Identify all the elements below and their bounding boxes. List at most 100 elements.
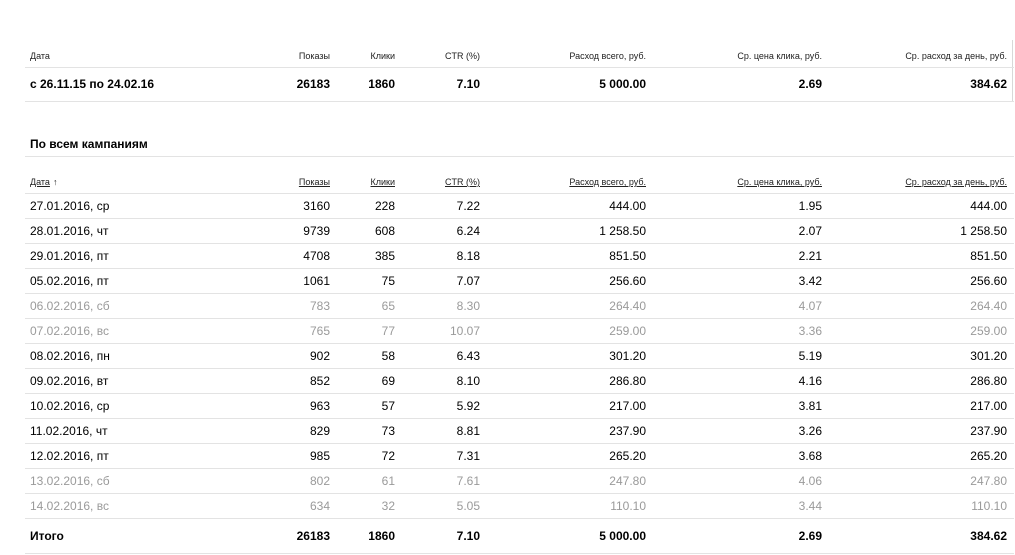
row-date: 06.02.2016, сб — [30, 299, 110, 313]
total-avg-daily: 384.62 — [970, 529, 1007, 543]
row-shows: 1061 — [303, 274, 330, 288]
row-shows: 852 — [309, 374, 330, 388]
daily-header-row: Дата ↑ Показы Клики CTR (%) Расход всего,… — [25, 172, 1014, 194]
row-ctr: 8.10 — [456, 374, 480, 388]
row-avg-cpc: 1.95 — [798, 199, 822, 213]
row-avg-daily: 444.00 — [970, 199, 1007, 213]
row-clicks: 65 — [381, 299, 395, 313]
table-row: 28.01.2016, чт 9739 608 6.24 1 258.50 2.07 1 2… — [25, 219, 1014, 244]
summary-table: Дата Показы Клики CTR (%) Расход всего, … — [25, 46, 1014, 102]
row-avg-cpc: 3.81 — [798, 399, 822, 413]
row-ctr: 6.43 — [456, 349, 480, 363]
total-avg-cpc: 2.69 — [798, 529, 822, 543]
row-avg-daily: 259.00 — [970, 324, 1007, 338]
row-spend: 217.00 — [609, 399, 646, 413]
table-row: 29.01.2016, пт 4708 385 8.18 851.50 2.21 851.5… — [25, 244, 1014, 269]
row-ctr: 8.81 — [456, 424, 480, 438]
row-date: 28.01.2016, чт — [30, 224, 109, 238]
row-avg-cpc: 2.07 — [798, 224, 822, 238]
row-spend: 247.80 — [609, 474, 646, 488]
row-ctr: 8.30 — [456, 299, 480, 313]
col-header-clicks: Клики — [370, 51, 396, 61]
col-header-date: Дата — [30, 51, 50, 61]
row-avg-cpc: 3.42 — [798, 274, 822, 288]
row-clicks: 58 — [381, 349, 395, 363]
row-date: 05.02.2016, пт — [30, 274, 109, 288]
row-spend: 264.40 — [609, 299, 646, 313]
row-spend: 237.90 — [609, 424, 646, 438]
total-ctr: 7.10 — [456, 529, 480, 543]
summary-shows: 26183 — [296, 77, 330, 91]
row-shows: 902 — [309, 349, 330, 363]
table-row: 08.02.2016, пн 902 58 6.43 301.20 5.19 301.20 — [25, 344, 1014, 369]
row-ctr: 7.22 — [456, 199, 480, 213]
row-avg-daily: 247.80 — [970, 474, 1007, 488]
table-row: 14.02.2016, вс 634 32 5.05 110.10 3.44 110.10 — [25, 494, 1014, 519]
row-spend: 256.60 — [609, 274, 646, 288]
row-clicks: 72 — [381, 449, 395, 463]
row-avg-daily: 851.50 — [970, 249, 1007, 263]
row-avg-daily: 217.00 — [970, 399, 1007, 413]
sort-ascending-icon: ↑ — [52, 177, 58, 187]
row-spend: 444.00 — [609, 199, 646, 213]
row-ctr: 10.07 — [449, 324, 480, 338]
sort-by-date-link[interactable]: Дата ↑ — [30, 172, 57, 192]
daily-rows: 27.01.2016, ср 3160 228 7.22 444.00 1.95 444.0… — [25, 194, 1014, 519]
summary-avg-cpc: 2.69 — [798, 77, 822, 91]
row-clicks: 73 — [381, 424, 395, 438]
row-ctr: 7.07 — [456, 274, 480, 288]
row-shows: 985 — [309, 449, 330, 463]
row-avg-cpc: 5.19 — [798, 349, 822, 363]
table-row: 12.02.2016, пт 985 72 7.31 265.20 3.68 265.20 — [25, 444, 1014, 469]
row-shows: 963 — [309, 399, 330, 413]
total-spend: 5 000.00 — [599, 529, 646, 543]
row-ctr: 5.05 — [456, 499, 480, 513]
row-spend: 286.80 — [609, 374, 646, 388]
row-shows: 829 — [309, 424, 330, 438]
row-avg-cpc: 4.06 — [798, 474, 822, 488]
row-shows: 634 — [309, 499, 330, 513]
summary-spend: 5 000.00 — [599, 77, 646, 91]
row-spend: 259.00 — [609, 324, 646, 338]
row-avg-cpc: 3.44 — [798, 499, 822, 513]
row-clicks: 61 — [381, 474, 395, 488]
sort-by-spend-link[interactable]: Расход всего, руб. — [569, 177, 646, 187]
row-avg-daily: 110.10 — [971, 499, 1007, 513]
row-ctr: 7.61 — [456, 474, 480, 488]
summary-period: с 26.11.15 по 24.02.16 — [30, 77, 155, 91]
row-ctr: 7.31 — [456, 449, 480, 463]
row-clicks: 75 — [381, 274, 395, 288]
row-clicks: 228 — [374, 199, 395, 213]
sort-by-shows-link[interactable]: Показы — [298, 177, 330, 187]
row-ctr: 8.18 — [456, 249, 480, 263]
row-spend: 110.10 — [610, 499, 646, 513]
row-avg-cpc: 3.68 — [798, 449, 822, 463]
summary-ctr: 7.10 — [456, 77, 480, 91]
row-date: 11.02.2016, чт — [30, 424, 108, 438]
row-shows: 783 — [309, 299, 330, 313]
row-spend: 851.50 — [609, 249, 646, 263]
row-date: 27.01.2016, ср — [30, 199, 110, 213]
sort-by-avg-daily-link[interactable]: Ср. расход за день, руб. — [905, 177, 1007, 187]
row-date: 08.02.2016, пн — [30, 349, 110, 363]
row-date: 14.02.2016, вс — [30, 499, 109, 513]
row-spend: 1 258.50 — [599, 224, 646, 238]
row-avg-daily: 256.60 — [970, 274, 1007, 288]
row-avg-daily: 237.90 — [970, 424, 1007, 438]
col-header-shows: Показы — [298, 51, 330, 61]
row-spend: 301.20 — [609, 349, 646, 363]
table-row: 11.02.2016, чт 829 73 8.81 237.90 3.26 237.90 — [25, 419, 1014, 444]
col-header-avg-cpc: Ср. цена клика, руб. — [737, 51, 822, 61]
col-header-avg-daily: Ср. расход за день, руб. — [905, 51, 1007, 61]
row-avg-cpc: 3.36 — [798, 324, 822, 338]
row-shows: 9739 — [303, 224, 330, 238]
row-avg-daily: 264.40 — [970, 299, 1007, 313]
sort-by-ctr-link[interactable]: CTR (%) — [445, 177, 480, 187]
row-shows: 4708 — [303, 249, 330, 263]
summary-avg-daily: 384.62 — [970, 77, 1007, 91]
row-date: 10.02.2016, ср — [30, 399, 110, 413]
sort-by-clicks-link[interactable]: Клики — [370, 177, 396, 187]
row-ctr: 6.24 — [456, 224, 480, 238]
sort-by-avg-cpc-link[interactable]: Ср. цена клика, руб. — [737, 177, 822, 187]
row-avg-cpc: 4.16 — [798, 374, 822, 388]
